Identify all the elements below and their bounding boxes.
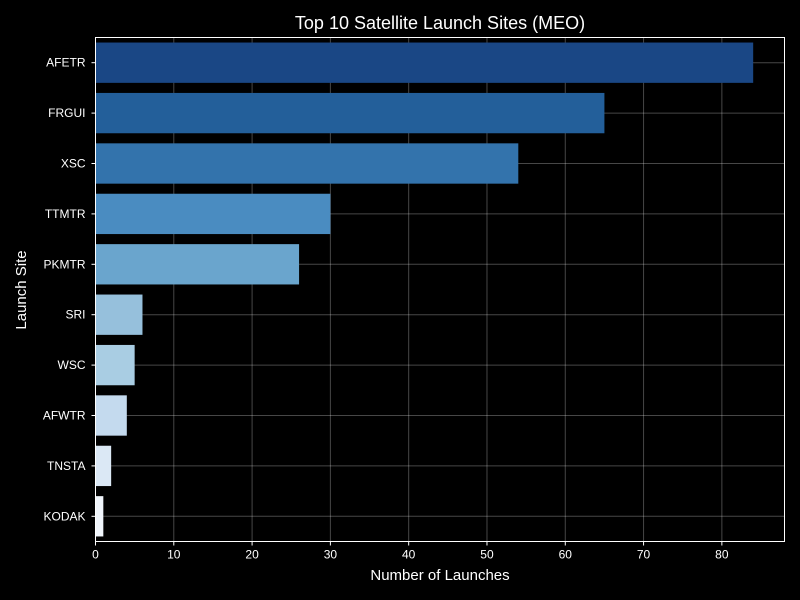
y-tick-label: TNSTA xyxy=(47,459,85,473)
bar-pkmtr xyxy=(95,244,300,285)
y-tick-label: FRGUI xyxy=(48,106,85,120)
bar-tnsta xyxy=(95,445,112,487)
y-tick-label: XSC xyxy=(61,157,86,171)
bars-layer xyxy=(95,42,754,537)
y-tick-label: AFWTR xyxy=(43,409,86,423)
x-axis-label: Number of Launches xyxy=(370,567,509,584)
bar-kodak xyxy=(95,496,104,537)
plot-frame xyxy=(95,37,785,542)
bar-xsc xyxy=(95,143,519,184)
y-ticks: AFETR FRGUI XSC TTMTR PKMTR SRI WSC AFWTR TNSTA K… xyxy=(43,56,96,523)
bar-sri xyxy=(95,294,143,335)
y-tick-label: KODAK xyxy=(43,509,85,523)
y-axis-label: Launch Site xyxy=(13,250,30,329)
x-tick-label: 70 xyxy=(637,548,651,562)
y-tick-label: PKMTR xyxy=(44,257,86,271)
x-tick-label: 20 xyxy=(245,548,259,562)
x-tick-label: 80 xyxy=(715,548,729,562)
x-tick-label: 30 xyxy=(324,548,338,562)
bar-wsc xyxy=(95,344,135,386)
y-tick-label: AFETR xyxy=(46,56,86,70)
x-tick-label: 50 xyxy=(480,548,494,562)
x-tick-label: 10 xyxy=(167,548,181,562)
x-tick-label: 0 xyxy=(92,548,99,562)
x-tick-label: 60 xyxy=(559,548,573,562)
bar-frgui xyxy=(95,92,605,134)
y-tick-label: TTMTR xyxy=(45,207,86,221)
bar-afwtr xyxy=(95,395,127,436)
x-tick-label: 40 xyxy=(402,548,416,562)
x-ticks: 0 10 20 30 40 50 60 70 80 xyxy=(92,541,729,562)
bar-ttmtr xyxy=(95,193,331,235)
y-tick-label: WSC xyxy=(58,358,86,372)
bar-afetr xyxy=(95,42,754,83)
y-tick-label: SRI xyxy=(65,308,85,322)
chart-title: Top 10 Satellite Launch Sites (MEO) xyxy=(295,13,585,33)
